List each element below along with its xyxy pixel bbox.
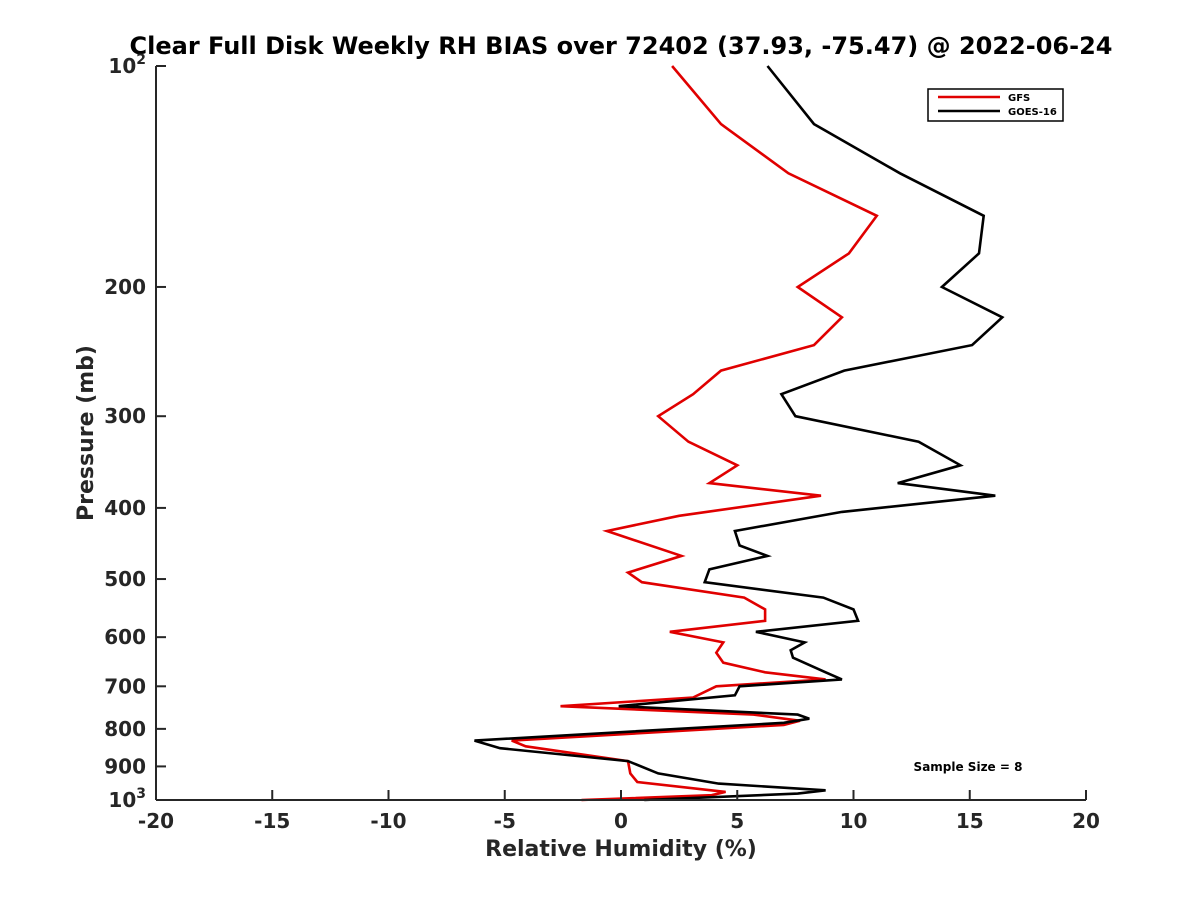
- x-tick-label: -5: [494, 809, 516, 833]
- sample-size-annotation: Sample Size = 8: [914, 760, 1023, 774]
- y-tick-label-base: 10: [108, 54, 136, 78]
- y-tick-label: 700: [104, 674, 146, 698]
- x-tick-label: 0: [614, 809, 628, 833]
- y-tick-label-exponent: 3: [136, 786, 146, 802]
- legend: GFS GOES-16: [927, 88, 1064, 122]
- x-tick-label: -10: [370, 809, 406, 833]
- y-tick-label-exponent: 2: [136, 52, 146, 68]
- plot-area: -20 -15 -10 -5 0 5 10 15 20 200 300 400 500 600 700 800…: [104, 52, 1100, 833]
- series-line-goes-16: [474, 65, 1005, 802]
- x-tick-label: 10: [840, 809, 868, 833]
- y-tick-label: 103: [108, 786, 146, 812]
- axes-layer: -20 -15 -10 -5 0 5 10 15 20 200 300 400 500 600 700 800…: [104, 52, 1100, 833]
- series-layer: [474, 65, 1005, 802]
- x-tick-label: -15: [254, 809, 290, 833]
- x-tick-label: 20: [1072, 809, 1100, 833]
- y-tick-label: 600: [104, 625, 146, 649]
- y-axis-label: Pressure (mb): [74, 345, 99, 521]
- x-axis-label: Relative Humidity (%): [485, 837, 757, 862]
- y-tick-label: 800: [104, 717, 146, 741]
- y-tick-label: 400: [104, 496, 146, 520]
- x-tick-label: 5: [730, 809, 744, 833]
- y-tick-label: 900: [104, 754, 146, 778]
- series-line-gfs: [511, 65, 879, 802]
- chart-title: Clear Full Disk Weekly RH BIAS over 7240…: [130, 32, 1113, 60]
- y-tick-label-base: 10: [108, 788, 136, 812]
- legend-label: GFS: [1008, 93, 1030, 104]
- y-tick-label: 200: [104, 275, 146, 299]
- y-tick-label: 300: [104, 404, 146, 428]
- legend-box: [927, 88, 1064, 122]
- x-tick-label: 15: [956, 809, 984, 833]
- legend-label: GOES-16: [1008, 107, 1057, 118]
- y-tick-label: 500: [104, 567, 146, 591]
- x-tick-label: -20: [138, 809, 174, 833]
- y-tick-label: 102: [108, 52, 146, 78]
